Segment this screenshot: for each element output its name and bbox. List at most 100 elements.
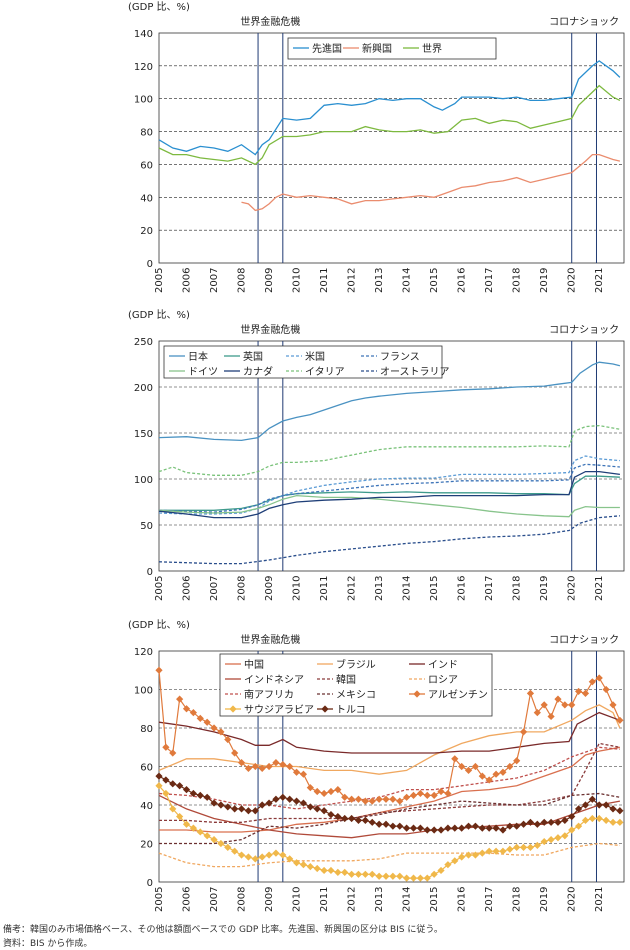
x-tick-label: 2006 [182,268,193,293]
x-tick-label: 2020 [567,576,578,601]
x-tick-label: 2017 [484,887,495,912]
series-line-5 [158,494,620,518]
data-point [258,764,266,773]
data-point [162,789,170,798]
data-point [258,801,266,809]
x-tick-label: 2012 [347,576,358,601]
data-point [292,859,301,867]
data-point [533,841,541,850]
series-line-1 [158,361,621,442]
data-point [595,801,603,809]
data-point [306,863,314,871]
data-point [588,814,596,823]
series-line-3 [158,84,621,166]
chart-panel-3: 0 20 40 60 80 100 120 2005 2006 2007 2008 2009 2010 2… [128,619,625,912]
data-point [588,678,596,686]
data-point [458,824,466,832]
data-point [368,870,376,878]
data-point [265,762,273,771]
data-point [354,816,363,824]
data-point [561,832,569,840]
data-point [306,784,314,792]
data-point [492,847,500,855]
series-line-3 [158,711,621,754]
data-point [306,803,314,811]
data-point [265,851,273,859]
chart-panel-1: 0 20 40 60 80 100 120 140 2005 2006 2007 2008 2009 20… [128,1,625,293]
data-point [499,826,507,834]
data-point [327,866,335,875]
event-label-gfc: 世界金融危機 [240,633,300,646]
legend-label-1: 中国 [244,658,264,671]
x-tick-label: 2020 [567,887,578,912]
data-point [478,849,486,857]
data-point [292,768,301,776]
data-point [451,755,459,763]
data-point [341,868,349,876]
y-tick-label: 40 [140,193,153,204]
data-point [595,814,603,823]
data-point [217,801,225,809]
legend-label-6: ロシア [428,675,458,686]
data-point [403,824,411,832]
data-point [389,795,397,803]
data-point [176,812,184,821]
data-point [561,816,569,824]
data-point [533,820,541,828]
data-point [526,843,535,851]
data-point [237,805,246,813]
data-point [375,795,383,803]
x-tick-label: 2014 [402,887,413,912]
x-tick-label: 2011 [319,268,330,293]
data-point [299,799,308,807]
data-point [561,701,569,709]
data-point [616,818,624,826]
data-point [382,795,390,803]
data-point [602,816,610,824]
plot-frame [158,340,625,572]
x-tick-label: 2015 [429,268,440,293]
data-point [251,855,259,863]
y-tick-label: 40 [140,801,153,812]
data-point [513,757,521,765]
data-point [176,782,184,790]
x-tick-label: 2013 [374,887,385,912]
legend-label-7: イタリア [305,366,345,378]
x-tick-label: 2008 [237,887,248,912]
series-line-2 [158,704,621,775]
x-tick-label: 2010 [292,268,303,293]
series-line-8 [159,792,621,845]
data-point [616,807,624,815]
legend-label-6: カナダ [243,365,273,378]
data-point [217,728,225,736]
data-point [217,839,225,848]
series-line-1 [159,746,621,833]
data-point [231,749,239,757]
legend-label-3: 米国 [305,350,325,363]
data-point [354,870,363,878]
x-tick-label: 2007 [209,576,220,601]
x-tick-label: 2013 [374,268,385,293]
unit-label: (GDP 比、%) [128,1,190,13]
legend-box [219,653,493,717]
data-point [203,832,211,840]
x-tick-label: 2016 [457,887,468,912]
event-label-covid: コロナショック [549,634,619,646]
data-point [478,772,486,780]
x-tick-label: 2008 [237,268,248,293]
data-point [430,826,438,834]
x-tick-label: 2012 [347,887,358,912]
data-point [568,701,576,709]
data-point [416,789,424,798]
data-point [299,770,308,778]
x-tick-label: 2007 [209,268,220,293]
data-point [409,791,418,799]
data-point [471,851,480,859]
series-line-8 [158,515,620,565]
data-point [437,826,445,834]
x-tick-label: 2006 [182,887,193,912]
data-point [203,793,211,801]
data-point [396,822,404,830]
x-tick-label: 2005 [154,576,165,601]
legend-label-7: 南アフリカ [244,688,294,701]
